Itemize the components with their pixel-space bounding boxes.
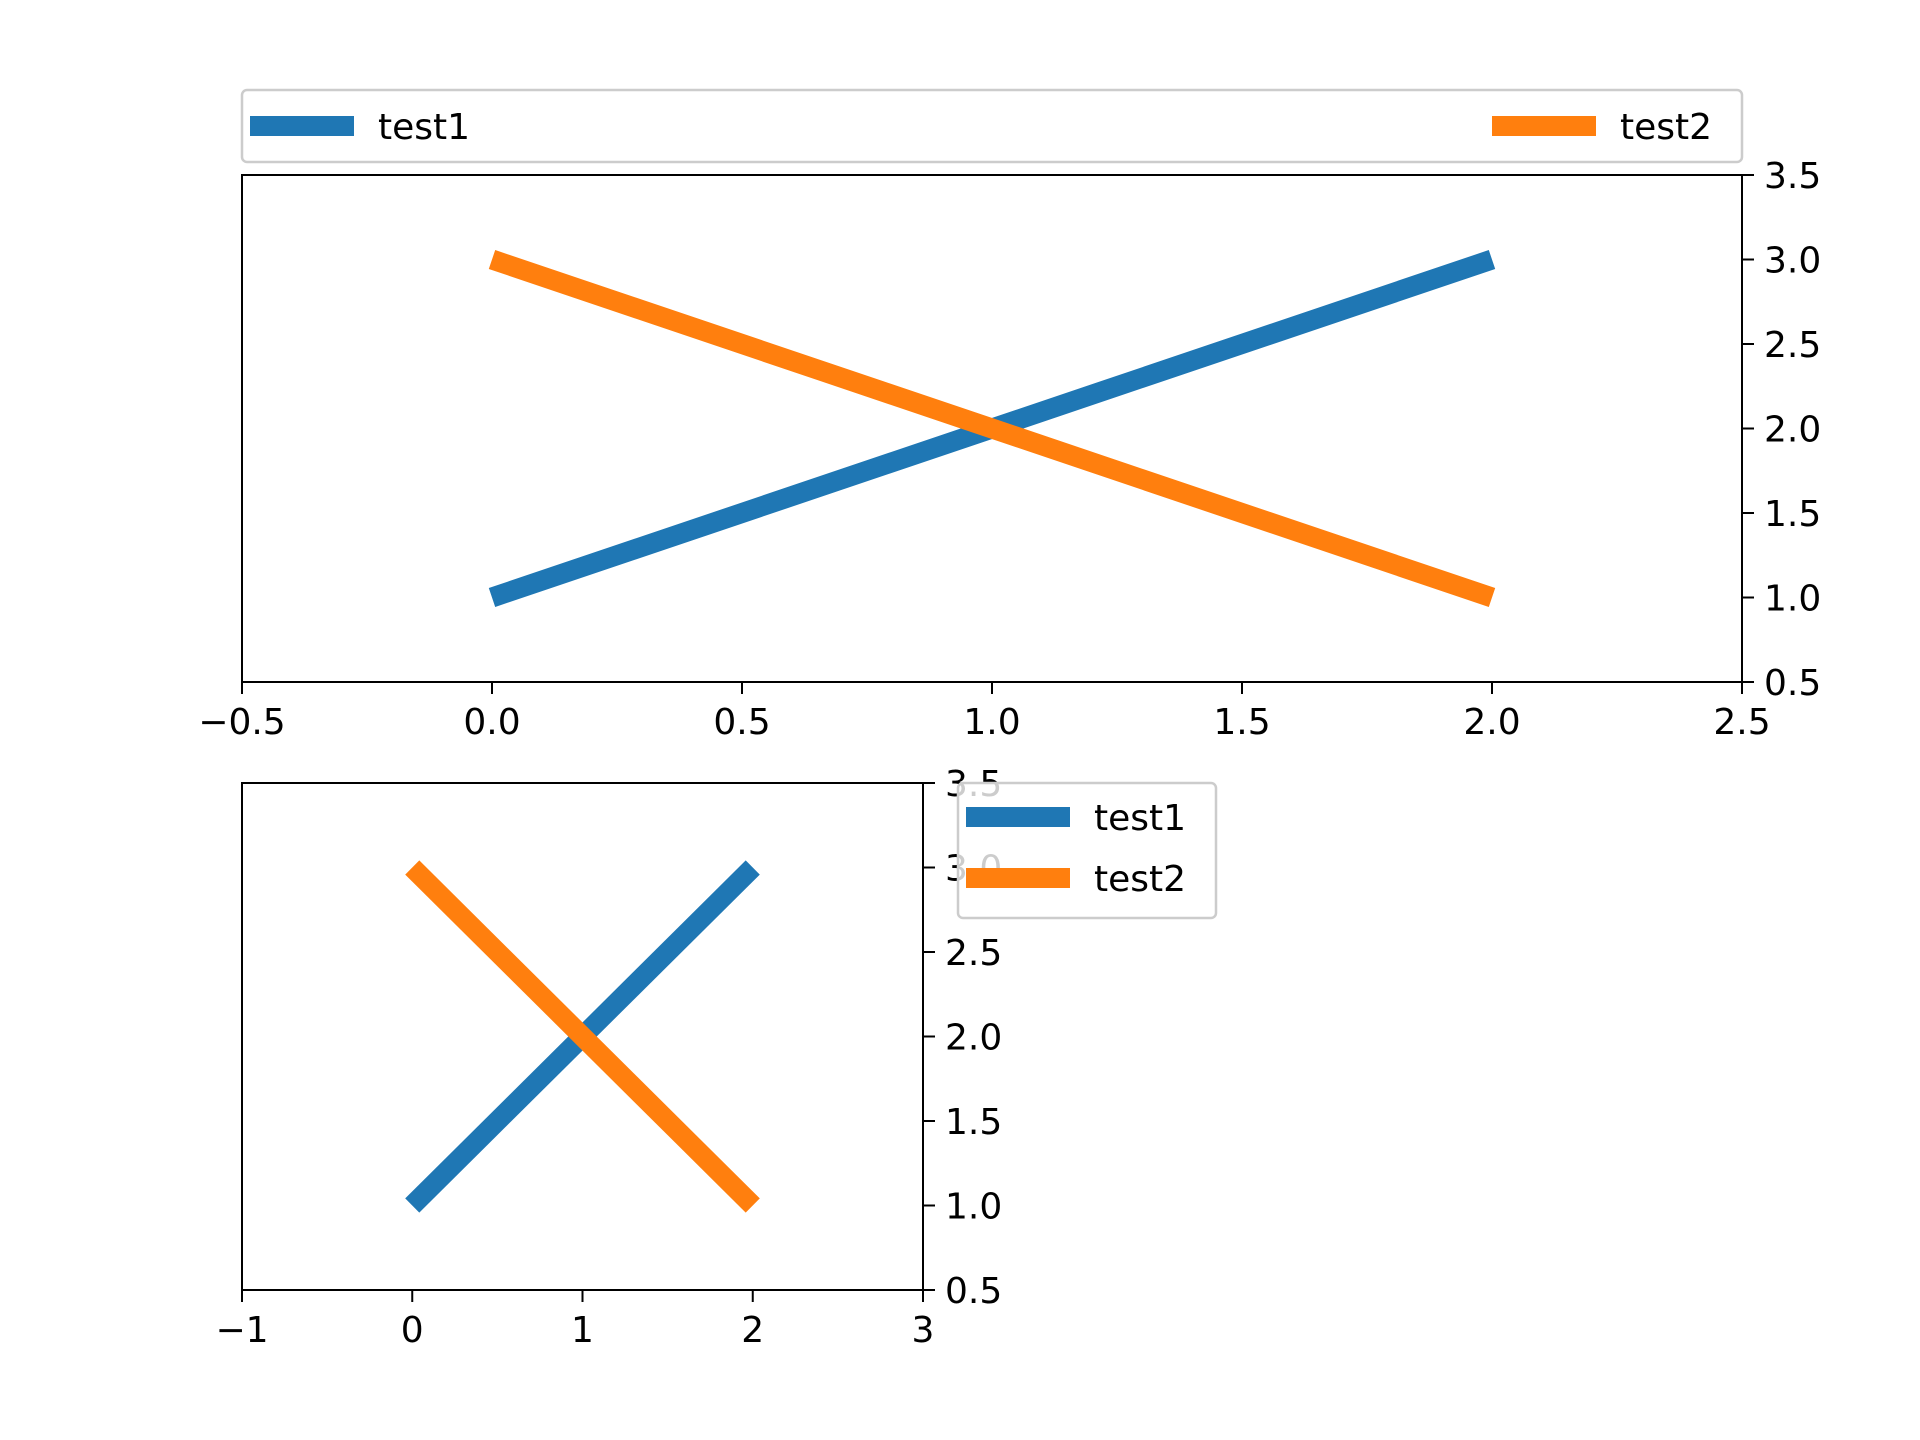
x-tick-label: 0.5 (713, 702, 770, 743)
legend: test1 test2 (240, 88, 1744, 164)
x-tick-label: 2.5 (1713, 702, 1770, 743)
y-tick-label: 1.5 (945, 1102, 1002, 1143)
x-tick-label: 2.0 (1463, 702, 1520, 743)
x-tick-label: 0 (401, 1310, 424, 1351)
x-tick-label: −0.5 (198, 702, 285, 743)
legend-label-test2: test2 (1094, 859, 1186, 900)
y-tick-label: 1.0 (945, 1187, 1002, 1228)
x-tick-label: 1.5 (1213, 702, 1270, 743)
legend-label-test1: test1 (1094, 798, 1186, 839)
y-tick-label: 1.0 (1764, 579, 1821, 620)
legend-frame (240, 88, 1744, 164)
series-group (488, 250, 1496, 607)
y-tick-label: 0.5 (1764, 663, 1821, 704)
y-tick-label: 2.5 (945, 933, 1002, 974)
series-group (405, 860, 760, 1213)
y-tick-label: 0.5 (945, 1271, 1002, 1312)
y-tick-label: 1.5 (1764, 494, 1821, 535)
y-tick-label: 3.5 (1764, 156, 1821, 197)
subplot-top: −0.5 0.0 0.5 1.0 1.5 2.0 2.50.51.01.52.02.53.0… (198, 156, 1821, 743)
legend-label-test1: test1 (378, 107, 470, 148)
x-tick-label: 1.0 (963, 702, 1020, 743)
x-tick-label: 2 (741, 1310, 764, 1351)
legend-label-test2: test2 (1620, 107, 1712, 148)
y-tick-label: 2.0 (945, 1018, 1002, 1059)
x-tick-label: 3 (912, 1310, 935, 1351)
x-tick-label: −1 (215, 1310, 268, 1351)
y-tick-label: 2.0 (1764, 410, 1821, 451)
x-tick-label: 1 (571, 1310, 594, 1351)
y-tick-label: 3.0 (1764, 241, 1821, 282)
series-line-test2 (405, 860, 760, 1213)
legend: test1 test2 (956, 781, 1218, 920)
x-tick-label: 0.0 (463, 702, 520, 743)
series-line-test2 (488, 250, 1496, 607)
y-tick-label: 2.5 (1764, 325, 1821, 366)
